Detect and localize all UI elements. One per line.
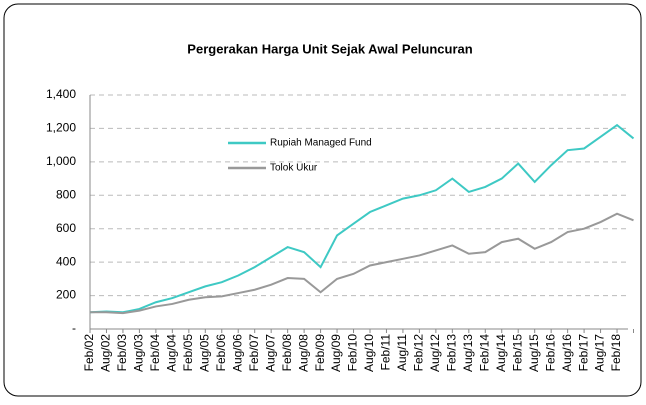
x-tick-label: Feb/02	[82, 334, 96, 372]
y-tick-label: 1,200	[46, 121, 76, 135]
x-tick-label: Aug/04	[165, 334, 179, 372]
x-tick-label: Feb/09	[313, 334, 327, 372]
x-tick-label: Feb/16	[543, 334, 557, 372]
y-tick-label: 400	[56, 254, 76, 268]
x-tick-label: Feb/07	[247, 334, 261, 372]
x-tick-label: Aug/15	[527, 334, 541, 372]
x-tick-label: Aug/08	[296, 334, 310, 372]
y-tick-label: 1,400	[46, 87, 76, 101]
x-tick-label: Feb/08	[280, 334, 294, 372]
line-series	[89, 123, 635, 314]
x-tick-label: Aug/14	[494, 334, 508, 372]
chart-title: Pergerakan Harga Unit Sejak Awal Peluncu…	[187, 41, 472, 56]
x-tick-label: Aug/10	[362, 334, 376, 372]
frame	[3, 3, 642, 397]
x-tick-label: Aug/07	[263, 334, 277, 372]
y-tick-label: -	[72, 321, 76, 335]
x-tick-label: Aug/09	[329, 334, 343, 372]
legend-label: Rupiah Managed Fund	[270, 138, 372, 149]
x-tick-label: Feb/10	[346, 334, 360, 372]
x-tick-label: Feb/06	[214, 334, 228, 372]
x-tick-label: Feb/12	[412, 334, 426, 372]
x-tick-label: Aug/02	[99, 334, 113, 372]
x-tick-label: Aug/17	[593, 334, 607, 372]
x-tick-label: Aug/03	[132, 334, 146, 372]
x-tick-label: Aug/11	[395, 334, 409, 371]
line-series	[90, 212, 634, 315]
x-tick-label: Aug/12	[428, 334, 442, 372]
legend-label: Tolok Ukur	[270, 163, 318, 174]
x-tick-label: Aug/16	[560, 334, 574, 372]
x-tick-label: Feb/14	[477, 334, 491, 372]
y-tick-label: 200	[56, 288, 76, 302]
x-tick-label: Feb/17	[576, 334, 590, 372]
x-tick-label: Feb/11	[379, 334, 393, 371]
x-tick-label: Aug/13	[461, 334, 475, 372]
x-tick-label: Aug/06	[230, 334, 244, 372]
x-tick-label: Feb/04	[148, 334, 162, 372]
x-tick-label: Feb/03	[115, 334, 129, 372]
x-tick-label: Aug/05	[197, 334, 211, 372]
y-tick-label: 1,000	[46, 154, 76, 168]
x-tick-label: Feb/13	[445, 334, 459, 372]
x-tick-label: Feb/05	[181, 334, 195, 372]
y-tick-label: 800	[56, 187, 76, 201]
x-tick-label: Feb/18	[609, 334, 623, 372]
y-tick-label: 600	[56, 221, 76, 235]
x-tick-label: Feb/15	[510, 334, 524, 372]
